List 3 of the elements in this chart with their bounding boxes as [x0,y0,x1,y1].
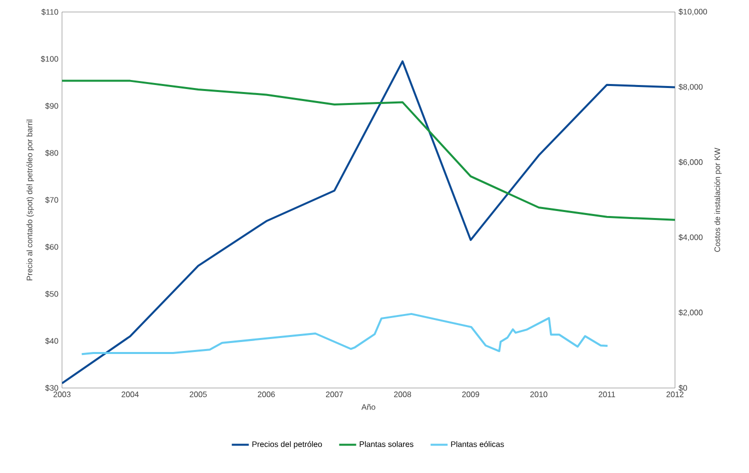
line-series [80,312,609,356]
line-series [62,80,675,221]
line-series [62,60,675,384]
